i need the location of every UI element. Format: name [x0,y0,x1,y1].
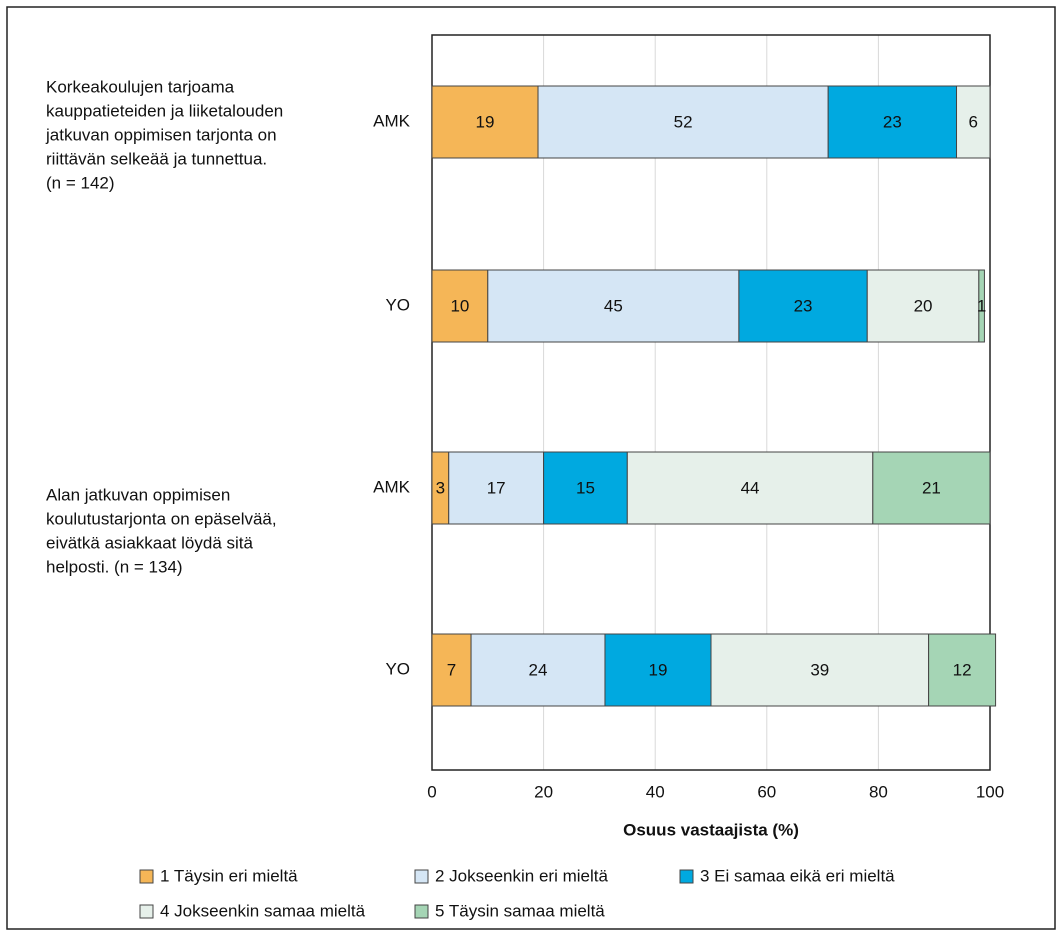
bar-segment [604,633,712,707]
x-tick-label: 40 [646,782,665,801]
data-label: 52 [674,112,693,131]
data-label: 12 [953,660,972,679]
bar-segment [431,633,472,707]
data-label: 15 [576,478,595,497]
legend-swatch [414,904,429,919]
bar-segment [431,269,489,343]
bar-segment [487,269,740,343]
legend-swatch [139,904,154,919]
data-label: 21 [922,478,941,497]
x-tick-label: 20 [534,782,553,801]
data-label: 19 [476,112,495,131]
group-label: helposti. (n = 134) [46,557,183,576]
group-label: Korkeakoulujen tarjoama [46,77,235,96]
bar-segment [928,633,997,707]
bar-segment [738,269,868,343]
legend-label: 5 Täysin samaa mieltä [435,901,605,920]
data-label: 20 [914,296,933,315]
bar-segment [431,85,539,159]
data-label: 23 [883,112,902,131]
data-label: 3 [436,478,445,497]
data-label: 19 [649,660,668,679]
bar-segment [626,451,874,525]
data-label: 6 [969,112,978,131]
bar-segment [448,451,545,525]
bar-segment [710,633,930,707]
group-label: koulutustarjonta on epäselvää, [46,509,277,528]
legend-swatch [414,869,429,884]
y-tick-label: YO [385,295,410,314]
group-label: (n = 142) [46,173,115,192]
y-tick-label: AMK [373,477,411,496]
data-label: 7 [447,660,456,679]
y-tick-label: YO [385,659,410,678]
group-label: eivätkä asiakkaat löydä sitä [46,533,253,552]
bar-segment [956,85,991,159]
bar-segment [827,85,958,159]
data-label: 44 [741,478,760,497]
bar-segment [470,633,606,707]
bar-segment [543,451,628,525]
group-label: kauppatieteiden ja liiketalouden [46,101,283,120]
legend-label: 2 Jokseenkin eri mieltä [435,866,608,885]
legend-label: 4 Jokseenkin samaa mieltä [160,901,366,920]
legend-label: 3 Ei samaa eikä eri mieltä [700,866,895,885]
data-label: 17 [487,478,506,497]
y-tick-label: AMK [373,111,411,130]
x-tick-label: 60 [757,782,776,801]
legend-swatch [139,869,154,884]
group-label: jatkuvan oppimisen tarjonta on [45,125,277,144]
data-label: 1 [977,296,986,315]
group-label: riittävän selkeää ja tunnettua. [46,149,267,168]
data-label: 24 [529,660,548,679]
data-label: 39 [810,660,829,679]
bar-segment [537,85,829,159]
legend-label: 1 Täysin eri mieltä [160,866,298,885]
plot-border [431,34,991,771]
bar-segment [872,451,991,525]
data-label: 10 [450,296,469,315]
x-tick-label: 0 [427,782,436,801]
data-label: 23 [794,296,813,315]
data-label: 45 [604,296,623,315]
bar-segment [866,269,980,343]
x-axis-title: Osuus vastaajista (%) [623,820,799,839]
legend-swatch [679,869,694,884]
x-tick-label: 100 [976,782,1004,801]
bar-segment [978,269,985,343]
group-label: Alan jatkuvan oppimisen [46,485,230,504]
x-tick-label: 80 [869,782,888,801]
